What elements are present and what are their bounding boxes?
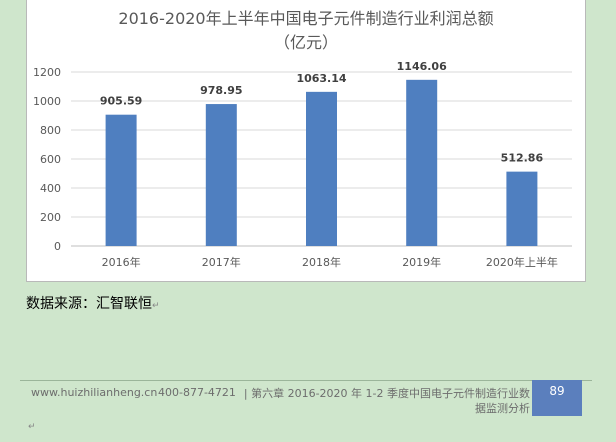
y-tick-label: 200 [40, 211, 61, 224]
data-label: 1063.14 [296, 72, 346, 85]
y-tick-label: 0 [54, 240, 61, 253]
bar-chart: 0 200 400 600 800 1000 1200 905.59 2016年 978.95 20… [33, 60, 572, 269]
y-tick-label: 1000 [33, 95, 61, 108]
paragraph-mark-icon: ↵ [152, 301, 160, 311]
bar [306, 91, 337, 247]
y-tick-label: 1200 [33, 66, 61, 79]
footer-chapter-line1: | 第六章 2016-2020 年 1-2 季度中国电子元件制造行业数 [243, 387, 530, 400]
x-tick-label: 2019年 [402, 255, 441, 269]
data-source-text: 数据来源：汇智联恒 [26, 296, 152, 312]
footer-chapter-line2: 据监测分析 [475, 402, 530, 415]
footer-divider [20, 380, 592, 381]
page-number-badge: 89 [532, 380, 582, 416]
y-tick-label: 400 [40, 182, 61, 195]
data-label: 1146.06 [397, 60, 447, 73]
x-tick-label: 2018年 [302, 255, 341, 269]
data-label: 905.59 [100, 95, 142, 108]
x-tick-label: 2017年 [202, 255, 241, 269]
page-number: 89 [549, 384, 565, 398]
footer-chapter: | 第六章 2016-2020 年 1-2 季度中国电子元件制造行业数 据监测分… [240, 386, 530, 416]
x-tick-label: 2016年 [102, 255, 141, 269]
x-tick-label: 2020年上半年 [486, 255, 558, 269]
y-tick-label: 800 [40, 124, 61, 137]
data-source: 数据来源：汇智联恒↵ [26, 293, 160, 313]
bar [105, 114, 137, 246]
data-label: 512.86 [501, 152, 544, 165]
bar [205, 104, 237, 246]
footer-phone: 400-877-4721 [158, 386, 236, 399]
data-label: 978.95 [200, 84, 242, 97]
footer-website: www.huizhilianheng.cn [31, 386, 158, 399]
chart-title: 2016-2020年上半年中国电子元件制造行业利润总额 [118, 9, 494, 28]
y-tick-label: 600 [40, 153, 61, 166]
chart-area: 2016-2020年上半年中国电子元件制造行业利润总额 （亿元） 0 200 400… [26, 0, 586, 282]
bar [506, 171, 538, 246]
bar [406, 79, 438, 247]
paragraph-mark-icon: ↵ [28, 422, 36, 432]
chart-subtitle: （亿元） [273, 33, 338, 52]
